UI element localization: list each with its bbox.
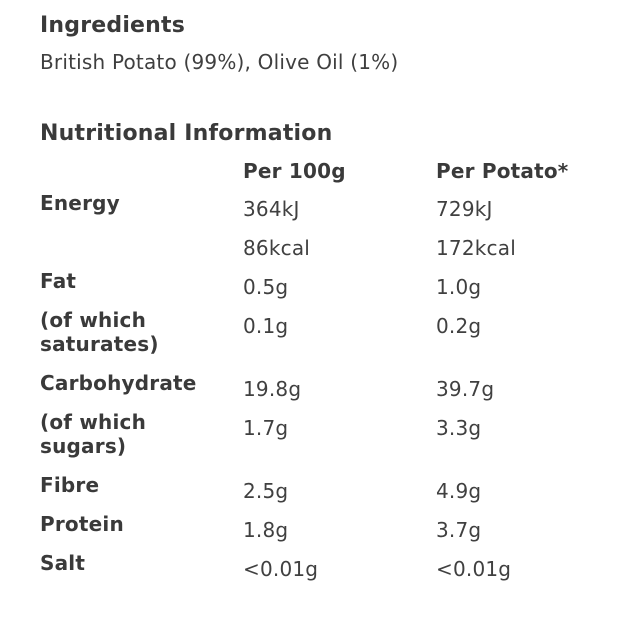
nutrition-row-value-per-potato: <0.01g — [436, 557, 512, 581]
nutrition-row-value-per-potato: 0.2g — [436, 314, 482, 338]
nutritional-information-heading: Nutritional Information — [40, 121, 333, 146]
nutrition-row-label: (of which sugars) — [40, 410, 147, 458]
nutrition-row-value-per-potato: 3.3g — [436, 416, 482, 440]
nutrition-column-header-per-potato: Per Potato* — [436, 159, 569, 183]
nutrition-row-value-per-100g: 86kcal — [243, 236, 311, 260]
nutrition-table-row: Salt <0.01g <0.01g — [40, 551, 600, 590]
nutrition-row-label: Carbohydrate — [40, 371, 197, 395]
nutrition-table-header-row: Per 100g Per Potato* — [40, 159, 600, 191]
nutrition-row-label: Fat — [40, 269, 77, 293]
nutrition-table: Per 100g Per Potato* Energy 364kJ 729kJ 86k… — [40, 159, 600, 590]
ingredients-text: British Potato (99%), Olive Oil (1%) — [40, 50, 399, 74]
nutrition-row-label: Salt — [40, 551, 86, 575]
nutrition-table-row: Protein 1.8g 3.7g — [40, 512, 600, 551]
nutrition-table-row: Energy 364kJ 729kJ — [40, 191, 600, 230]
nutrition-row-label: (of which saturates) — [40, 308, 159, 356]
nutrition-column-header-blank — [40, 159, 243, 191]
nutrition-table-row: 86kcal 172kcal — [40, 230, 600, 269]
nutrition-row-value-per-100g: 364kJ — [243, 197, 300, 221]
nutrition-row-value-per-100g: 0.5g — [243, 275, 289, 299]
nutrition-row-value-per-100g: <0.01g — [243, 557, 319, 581]
nutrition-row-value-per-100g: 1.8g — [243, 518, 289, 542]
nutrition-row-value-per-potato: 3.7g — [436, 518, 482, 542]
nutrition-row-value-per-potato: 729kJ — [436, 197, 493, 221]
nutrition-table-row: (of which sugars) 1.7g 3.3g — [40, 410, 600, 473]
nutrition-row-value-per-100g: 1.7g — [243, 416, 289, 440]
nutrition-row-label: Fibre — [40, 473, 100, 497]
nutrition-row-label — [40, 230, 243, 269]
nutrition-table-row: Fibre 2.5g 4.9g — [40, 473, 600, 512]
nutrition-table-row: Fat 0.5g 1.0g — [40, 269, 600, 308]
nutrition-row-label: Energy — [40, 191, 120, 215]
nutrition-row-value-per-potato: 172kcal — [436, 236, 516, 260]
nutrition-row-value-per-100g: 19.8g — [243, 377, 302, 401]
nutrition-column-header-per-100g: Per 100g — [243, 159, 346, 183]
ingredients-heading: Ingredients — [40, 13, 186, 38]
nutrition-row-value-per-potato: 1.0g — [436, 275, 482, 299]
nutrition-row-value-per-100g: 2.5g — [243, 479, 289, 503]
nutrition-row-value-per-100g: 0.1g — [243, 314, 289, 338]
product-info-panel: Ingredients British Potato (99%), Olive … — [40, 13, 600, 590]
nutrition-table-row: Carbohydrate 19.8g 39.7g — [40, 371, 600, 410]
nutrition-row-label: Protein — [40, 512, 124, 536]
nutrition-row-value-per-potato: 39.7g — [436, 377, 495, 401]
nutrition-row-value-per-potato: 4.9g — [436, 479, 482, 503]
nutrition-table-row: (of which saturates) 0.1g 0.2g — [40, 308, 600, 371]
